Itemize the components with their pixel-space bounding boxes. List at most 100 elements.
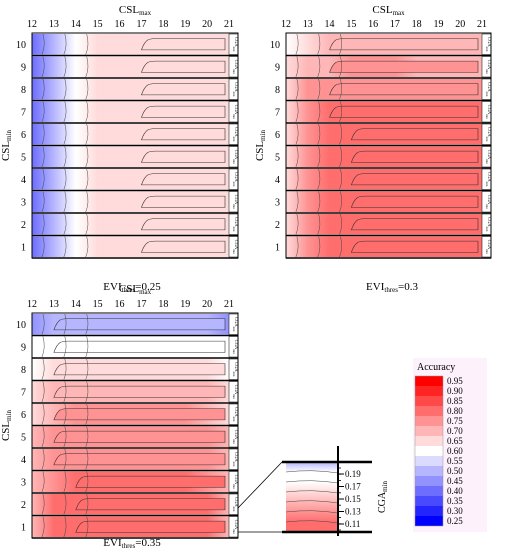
contour-line <box>63 336 67 358</box>
contour-line <box>85 426 89 448</box>
inset-zoom <box>286 462 338 532</box>
contour-line <box>339 56 342 78</box>
x-tick-label: 20 <box>455 19 465 30</box>
contour-line <box>41 213 45 235</box>
contour-region <box>141 105 226 118</box>
contour-region <box>141 218 226 231</box>
strip-label: CGAmin <box>232 105 239 120</box>
contour-region <box>141 195 226 208</box>
contour-line <box>339 78 342 100</box>
contour-line <box>339 236 342 258</box>
x-tick-label: 17 <box>136 299 146 310</box>
strip-label: CGAmin <box>232 475 239 490</box>
contour-line <box>63 403 67 425</box>
contour-line <box>295 78 299 100</box>
colorbar-swatch <box>415 426 443 436</box>
contour-line <box>339 146 342 168</box>
strip-label: CGAmin <box>485 195 492 210</box>
strip-label: CGAmin <box>232 240 239 255</box>
contour-line <box>63 471 67 493</box>
colorbar-title: Accuracy <box>417 362 455 373</box>
x-tick-label: 17 <box>390 19 400 30</box>
x-tick-label: 21 <box>477 19 487 30</box>
y-tick-label: 3 <box>275 197 280 208</box>
contour-region <box>141 240 226 253</box>
x-tick-label: 19 <box>180 19 190 30</box>
colorbar-frame <box>414 375 444 527</box>
contour-region <box>75 475 226 488</box>
contour-line <box>295 236 299 258</box>
x-tick-label: 15 <box>346 19 356 30</box>
contour-line <box>41 146 45 168</box>
x-tick-label: 16 <box>115 299 125 310</box>
colorbar-swatch <box>415 506 443 516</box>
inset-contour <box>285 480 339 484</box>
x-tick-label: 13 <box>49 19 59 30</box>
contour-line <box>63 33 67 55</box>
y-tick-label: 1 <box>275 242 280 253</box>
x-tick-label: 12 <box>27 299 37 310</box>
x-tick-label: 19 <box>180 299 190 310</box>
x-tick-label: 17 <box>136 19 146 30</box>
x-axis-title: CSLmax <box>119 283 152 296</box>
contour-line <box>85 403 89 425</box>
colorbar-swatch <box>415 436 443 446</box>
strip-label: CGAmin <box>485 82 492 97</box>
y-tick-label: 1 <box>21 242 26 253</box>
inset-tick-label: 0.19 <box>345 469 361 479</box>
x-axis-title: CSLmax <box>372 4 405 17</box>
colorbar-swatch <box>415 396 443 406</box>
colorbar-tick-label: 0.30 <box>447 506 463 516</box>
colorbar-tick-label: 0.45 <box>447 476 463 486</box>
x-tick-label: 18 <box>158 299 168 310</box>
colorbar-tick-label: 0.95 <box>447 376 463 386</box>
contour-region <box>329 83 479 96</box>
x-tick-label: 20 <box>202 299 212 310</box>
contour-line <box>63 426 67 448</box>
y-tick-label: 4 <box>275 175 280 186</box>
x-tick-label: 12 <box>27 19 37 30</box>
contour-line <box>295 191 299 213</box>
contour-line <box>85 236 89 258</box>
y-tick-label: 9 <box>21 342 26 353</box>
contour-line <box>317 33 321 55</box>
y-tick-label: 4 <box>21 175 26 186</box>
contour-line <box>85 56 89 78</box>
contour-line <box>85 471 89 493</box>
contour-line <box>63 236 67 258</box>
inset-tick-label: 0.15 <box>345 494 361 504</box>
x-tick-label: 12 <box>281 19 291 30</box>
contour-line <box>85 448 89 470</box>
x-tick-label: 13 <box>49 299 59 310</box>
strip-label: CGAmin <box>485 217 492 232</box>
contour-region <box>53 430 226 443</box>
contour-region <box>141 83 226 96</box>
y-tick-label: 5 <box>275 152 280 163</box>
y-tick-label: 7 <box>275 107 280 118</box>
contour-line <box>85 213 89 235</box>
colorbar-tick-label: 0.50 <box>447 466 463 476</box>
contour-line <box>63 56 67 78</box>
contour-region <box>75 498 226 511</box>
contour-line <box>41 101 45 123</box>
contour-line <box>63 313 67 335</box>
contour-line <box>41 516 45 538</box>
contour-line <box>339 168 342 190</box>
contour-line <box>63 381 67 403</box>
contour-line <box>41 123 45 145</box>
x-tick-label: 16 <box>368 19 378 30</box>
strip-label: CGAmin <box>485 37 492 52</box>
contour-line <box>63 191 67 213</box>
y-tick-label: 9 <box>21 62 26 73</box>
contour-line <box>41 336 45 358</box>
x-tick-label: 14 <box>325 19 335 30</box>
y-tick-label: 8 <box>21 365 26 376</box>
strip-label: CGAmin <box>232 385 239 400</box>
strip-label: CGAmin <box>232 317 239 332</box>
x-tick-label: 16 <box>115 19 125 30</box>
contour-line <box>85 168 89 190</box>
contour-region <box>350 240 479 253</box>
y-axis-title: CSLmin <box>254 129 267 161</box>
contour-line <box>295 33 299 55</box>
strip-label: CGAmin <box>232 82 239 97</box>
